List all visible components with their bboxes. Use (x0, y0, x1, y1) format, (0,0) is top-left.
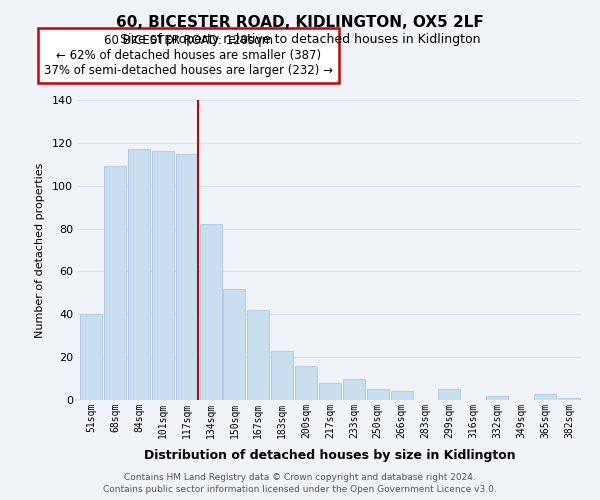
Bar (367, 390, 389, 400)
Bar (200, 224, 221, 400)
Text: Contains HM Land Registry data © Crown copyright and database right 2024.: Contains HM Land Registry data © Crown c… (124, 472, 476, 482)
Bar (152, 152, 174, 400)
Bar (486, 396, 508, 400)
Bar (319, 383, 341, 400)
Bar (534, 394, 556, 400)
Bar (558, 398, 580, 400)
Bar (391, 392, 413, 400)
Y-axis label: Number of detached properties: Number of detached properties (35, 162, 45, 338)
Bar (343, 378, 365, 400)
Bar (271, 350, 293, 400)
Text: Size of property relative to detached houses in Kidlington: Size of property relative to detached ho… (120, 32, 480, 46)
Text: 60, BICESTER ROAD, KIDLINGTON, OX5 2LF: 60, BICESTER ROAD, KIDLINGTON, OX5 2LF (116, 15, 484, 30)
X-axis label: Distribution of detached houses by size in Kidlington: Distribution of detached houses by size … (144, 449, 516, 462)
Bar (223, 288, 245, 400)
Bar (176, 154, 197, 400)
Bar (104, 166, 126, 400)
Bar (247, 310, 269, 400)
Bar (295, 366, 317, 400)
Bar (128, 150, 150, 400)
Bar (439, 390, 460, 400)
Text: 60 BICESTER ROAD: 120sqm
← 62% of detached houses are smaller (387)
37% of semi-: 60 BICESTER ROAD: 120sqm ← 62% of detach… (44, 34, 334, 77)
Bar (80, 314, 102, 400)
Text: Contains public sector information licensed under the Open Government Licence v3: Contains public sector information licen… (103, 485, 497, 494)
